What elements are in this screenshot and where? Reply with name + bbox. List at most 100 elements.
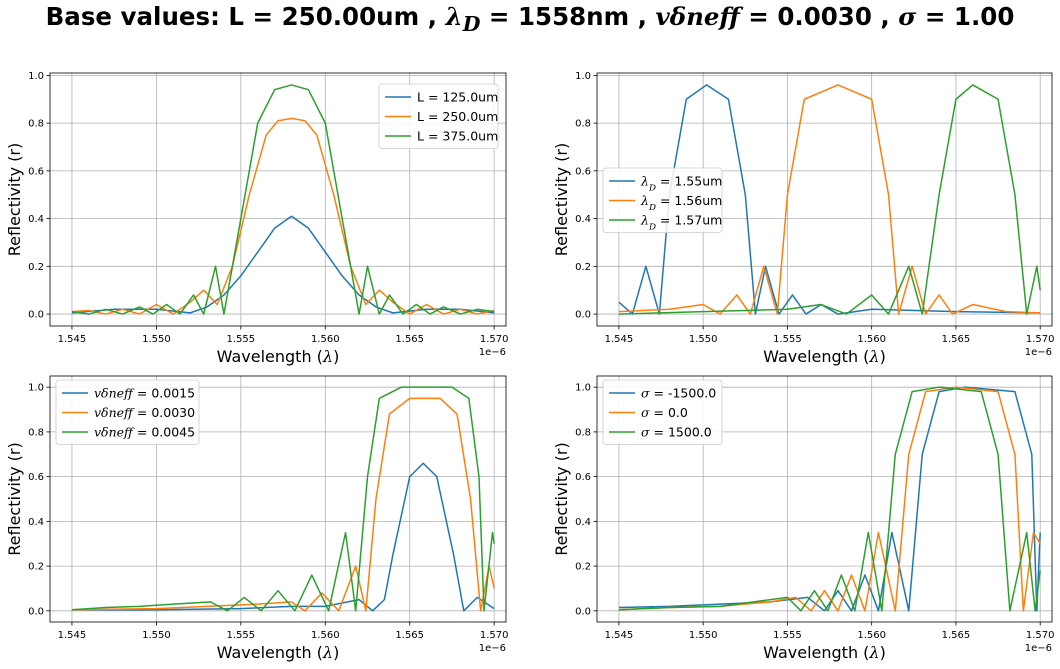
x-offset-label: 1e−6 bbox=[1025, 643, 1052, 654]
legend-label: vδneff = 0.0030 bbox=[94, 405, 195, 420]
series-line-2 bbox=[71, 397, 495, 612]
legend-frame bbox=[55, 379, 200, 445]
legend-label: λD = 1.55um bbox=[640, 174, 722, 194]
series-line-1 bbox=[618, 84, 1041, 315]
x-axis-label: Wavelength (λ) bbox=[217, 347, 340, 366]
y-tick-label: 0.0 bbox=[28, 606, 44, 617]
axes-frame bbox=[49, 72, 507, 327]
series-line-2 bbox=[71, 117, 495, 315]
axes-frame bbox=[596, 72, 1053, 327]
series-line-2 bbox=[618, 84, 1041, 315]
legend-label: λD = 1.56um bbox=[640, 193, 722, 213]
y-tick-label: 0.8 bbox=[28, 119, 44, 130]
y-tick-label: 0.4 bbox=[28, 214, 44, 225]
title-sigma-value: = 1.00 bbox=[916, 2, 1015, 31]
x-tick-label: 1.555 bbox=[227, 630, 256, 641]
x-tick-label: 1.550 bbox=[142, 334, 171, 345]
x-tick-label: 1.555 bbox=[227, 334, 256, 345]
y-tick-label: 0.6 bbox=[28, 472, 44, 483]
legend: vδneff = 0.0015 vδneff = 0.0030 vδneff = 0… bbox=[55, 379, 200, 445]
y-tick-label: 0.2 bbox=[575, 562, 591, 573]
legend-label: L = 250.0um bbox=[417, 109, 498, 124]
y-tick-label: 0.4 bbox=[575, 517, 591, 528]
legend-label: σ = 1500.0 bbox=[641, 425, 712, 440]
y-tick-label: 0.0 bbox=[575, 606, 591, 617]
y-tick-label: 1.0 bbox=[28, 383, 44, 394]
series-line-3 bbox=[71, 386, 495, 612]
y-axis-label: Reflectivity (r) bbox=[5, 442, 24, 555]
y-tick-label: 0.6 bbox=[28, 166, 44, 177]
series-line-3 bbox=[618, 84, 1041, 315]
series-line-2 bbox=[618, 386, 1041, 612]
x-tick-label: 1.545 bbox=[58, 334, 87, 345]
x-axis-label: Wavelength (λ) bbox=[763, 347, 886, 366]
y-tick-label: 0.0 bbox=[28, 310, 44, 321]
y-tick-label: 1.0 bbox=[575, 383, 591, 394]
y-tick-label: 0.8 bbox=[575, 119, 591, 130]
x-tick-label: 1.570 bbox=[1026, 334, 1055, 345]
x-tick-label: 1.545 bbox=[605, 334, 634, 345]
title-dneff-symbol: vδneff bbox=[655, 2, 740, 31]
chart-panel-3: 1.545 1.550 1.555 1.560 1.565 1.570 0.0 0.2 0.4 0… bbox=[5, 375, 509, 662]
title-lambda-value: = 1558nm , bbox=[480, 2, 656, 31]
x-tick-label: 1.570 bbox=[1026, 630, 1055, 641]
legend-label: σ = 0.0 bbox=[641, 405, 688, 420]
legend-label: vδneff = 0.0045 bbox=[94, 425, 195, 440]
title-lambda-symbol: λ bbox=[445, 2, 463, 31]
title-lambda-sub: D bbox=[462, 11, 481, 36]
y-tick-label: 0.8 bbox=[575, 427, 591, 438]
legend-label: L = 125.0um bbox=[417, 90, 498, 105]
x-tick-label: 1.560 bbox=[311, 334, 340, 345]
y-tick-label: 0.0 bbox=[575, 310, 591, 321]
legend-frame bbox=[602, 379, 723, 445]
y-tick-label: 0.4 bbox=[28, 517, 44, 528]
chart-panel-4: 1.545 1.550 1.555 1.560 1.565 1.570 0.0 0.2 0.4 0… bbox=[552, 375, 1055, 662]
y-tick-label: 1.0 bbox=[28, 71, 44, 82]
x-tick-label: 1.560 bbox=[311, 630, 340, 641]
y-tick-label: 1.0 bbox=[575, 71, 591, 82]
legend-label: σ = -1500.0 bbox=[641, 386, 716, 401]
axes-frame bbox=[49, 375, 507, 623]
legend-label: L = 375.0um bbox=[417, 129, 498, 144]
x-tick-label: 1.550 bbox=[142, 630, 171, 641]
axes-frame bbox=[596, 375, 1053, 623]
x-tick-label: 1.560 bbox=[857, 334, 886, 345]
x-tick-label: 1.570 bbox=[480, 630, 509, 641]
figure-title: Base values: L = 250.00um , λD = 1558nm … bbox=[0, 2, 1060, 36]
title-prefix: Base values: L = 250.00um , bbox=[45, 2, 446, 31]
x-axis-label: Wavelength (λ) bbox=[217, 643, 340, 662]
y-tick-label: 0.4 bbox=[575, 214, 591, 225]
x-axis-label: Wavelength (λ) bbox=[763, 643, 886, 662]
y-tick-label: 0.2 bbox=[28, 562, 44, 573]
x-offset-label: 1e−6 bbox=[479, 347, 506, 358]
y-tick-label: 0.2 bbox=[575, 262, 591, 273]
x-offset-label: 1e−6 bbox=[1025, 347, 1052, 358]
y-tick-label: 0.8 bbox=[28, 427, 44, 438]
x-tick-label: 1.565 bbox=[942, 334, 971, 345]
x-tick-label: 1.555 bbox=[773, 334, 802, 345]
x-tick-label: 1.570 bbox=[480, 334, 509, 345]
legend: σ = -1500.0 σ = 0.0 σ = 1500.0 bbox=[602, 379, 723, 445]
x-tick-label: 1.565 bbox=[942, 630, 971, 641]
y-tick-label: 0.6 bbox=[575, 472, 591, 483]
legend: L = 125.0um L = 250.0um L = 375.0um bbox=[378, 83, 499, 149]
x-tick-label: 1.545 bbox=[58, 630, 87, 641]
x-tick-label: 1.550 bbox=[689, 630, 718, 641]
y-tick-label: 0.6 bbox=[575, 166, 591, 177]
chart-panel-1: 1.545 1.550 1.555 1.560 1.565 1.570 0.0 0.2 0.4 0… bbox=[5, 71, 508, 366]
y-axis-label: Reflectivity (r) bbox=[552, 143, 571, 256]
series-line-3 bbox=[618, 386, 1041, 612]
legend-frame bbox=[378, 83, 499, 149]
x-tick-label: 1.560 bbox=[857, 630, 886, 641]
series-line-1 bbox=[71, 215, 495, 314]
legend-frame bbox=[602, 167, 723, 233]
x-tick-label: 1.565 bbox=[395, 630, 424, 641]
legend-label: λD = 1.57um bbox=[640, 213, 722, 233]
legend-label: vδneff = 0.0015 bbox=[94, 386, 195, 401]
title-dneff-value: = 0.0030 , bbox=[739, 2, 899, 31]
series-line-3 bbox=[71, 84, 495, 315]
series-line-1 bbox=[71, 462, 495, 612]
chart-panel-2: 1.545 1.550 1.555 1.560 1.565 1.570 0.0 0.2 0.4 0… bbox=[552, 71, 1055, 366]
